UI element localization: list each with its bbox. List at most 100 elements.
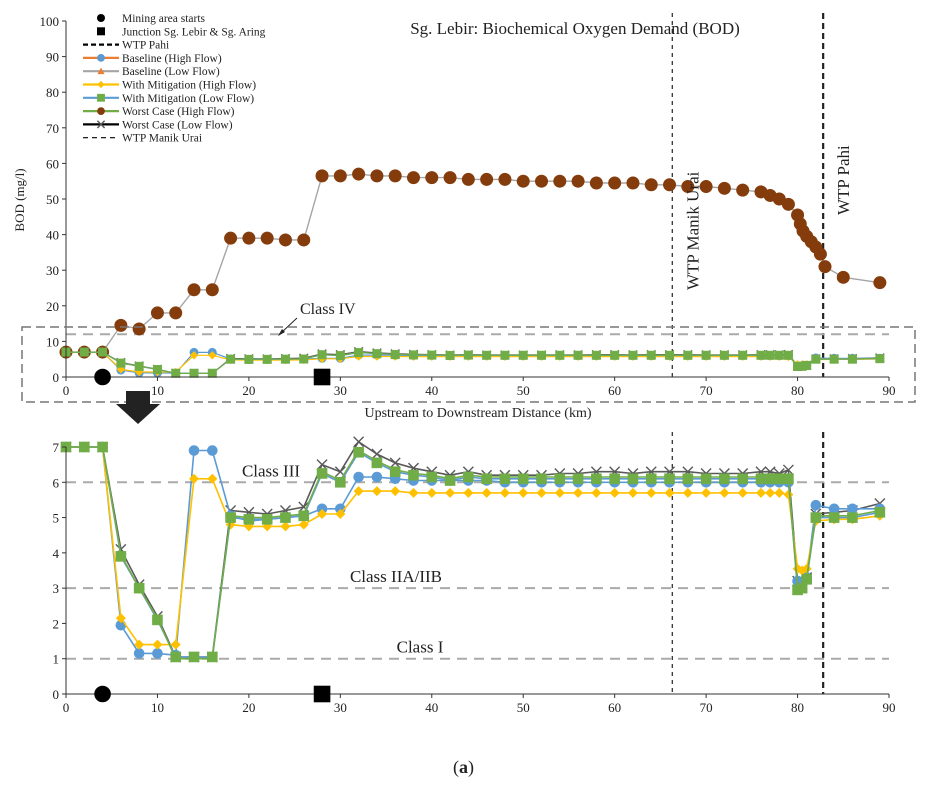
with-mitigation-high-flow-point xyxy=(499,487,510,498)
baseline-high-flow-point xyxy=(810,499,822,511)
legend-item-worst-case-low-flow: Worst Case (Low Flow) xyxy=(83,119,233,131)
legend-marker xyxy=(97,80,105,89)
worst-case-high-flow-point xyxy=(425,171,439,185)
worst-case-high-flow-series xyxy=(66,446,881,660)
with-mitigation-high-flow-point xyxy=(298,519,309,530)
y-tick-label: 0 xyxy=(53,687,60,702)
legend-label: WTP Pahi xyxy=(122,40,169,52)
with-mitigation-high-flow-point xyxy=(755,487,766,498)
y-axis-title: BOD (mg/l) xyxy=(12,168,27,231)
x-tick-label: 10 xyxy=(151,383,164,398)
legend-marker xyxy=(97,54,105,62)
with-mitigation-high-flow-point xyxy=(317,509,328,520)
worst-case-high-flow-point xyxy=(150,306,164,320)
with-mitigation-low-flow-point xyxy=(609,473,620,485)
x-tick-label: 90 xyxy=(883,383,896,398)
legend-item-with-mitigation-low-flow: With Mitigation (Low Flow) xyxy=(83,93,254,105)
x-tick-label: 40 xyxy=(425,383,438,398)
x-tick-label: 80 xyxy=(791,383,804,398)
with-mitigation-high-flow-point xyxy=(536,487,547,498)
with-mitigation-high-flow-point xyxy=(280,521,291,532)
y-tick-label: 40 xyxy=(46,228,59,243)
worst-case-high-flow-point xyxy=(498,172,512,186)
x-tick-label: 20 xyxy=(242,700,255,715)
with-mitigation-low-flow-point xyxy=(773,473,785,485)
x-tick-label: 70 xyxy=(700,383,713,398)
baseline-high-flow-point xyxy=(207,445,218,456)
with-mitigation-high-flow-point xyxy=(554,487,565,498)
x-tick-label: 0 xyxy=(63,383,70,398)
with-mitigation-high-flow-point xyxy=(719,487,730,498)
with-mitigation-high-flow-point xyxy=(591,487,602,498)
with-mitigation-low-flow-point xyxy=(243,514,255,525)
worst-case-high-flow-point xyxy=(260,231,274,245)
baseline-high-flow-point xyxy=(371,471,383,483)
legend-item-with-mitigation-high-flow: With Mitigation (High Flow) xyxy=(83,80,256,92)
top-wtp-labels: WTP Manik Urai WTP Pahi xyxy=(683,145,853,290)
worst-case-high-flow-point xyxy=(187,283,201,297)
y-tick-label: 5 xyxy=(53,511,60,526)
baseline-high-flow-point xyxy=(353,471,364,483)
worst-case-high-flow-point xyxy=(297,233,311,247)
worst-case-high-flow-line xyxy=(66,446,881,660)
with-mitigation-high-flow-point xyxy=(115,613,126,624)
with-mitigation-low-flow-point xyxy=(499,473,511,485)
with-mitigation-high-flow-point xyxy=(134,639,145,650)
with-mitigation-high-flow-point xyxy=(152,639,163,650)
y-tick-label: 6 xyxy=(53,475,60,490)
worst-case-low-flow-point xyxy=(389,457,401,469)
with-mitigation-low-flow-point xyxy=(536,473,547,485)
with-mitigation-low-flow-point xyxy=(298,510,310,522)
legend-label: With Mitigation (Low Flow) xyxy=(122,93,254,105)
worst-case-high-flow-point xyxy=(443,171,457,185)
bottom-series xyxy=(60,436,886,663)
y-tick-label: 50 xyxy=(46,192,59,207)
with-mitigation-low-flow-point xyxy=(572,473,584,485)
top-reference-markers xyxy=(94,368,331,386)
x-tick-label: 30 xyxy=(334,700,347,715)
caption-open: ( xyxy=(453,757,459,777)
worst-case-high-flow-point xyxy=(388,169,402,183)
worst-case-high-flow-point xyxy=(553,174,567,188)
y-tick-label: 0 xyxy=(53,370,60,385)
down-arrow-icon xyxy=(116,391,160,424)
baseline-high-flow-point xyxy=(133,648,145,659)
with-mitigation-high-flow-point xyxy=(481,487,492,498)
legend-item-mining-area-starts: Mining area starts xyxy=(97,13,206,25)
mining-area-starts-marker xyxy=(94,368,111,386)
with-mitigation-low-flow-point xyxy=(188,651,200,663)
x-tick-label: 30 xyxy=(334,383,347,398)
with-mitigation-high-flow-point xyxy=(426,487,437,498)
worst-case-high-flow-point xyxy=(114,318,128,332)
x-axis-title: Upstream to Downstream Distance (km) xyxy=(364,406,591,421)
bottom-class-labels: Class III Class IIA/IIB Class I xyxy=(242,461,444,656)
legend-label: Worst Case (High Flow) xyxy=(122,106,235,118)
worst-case-high-flow-top-line xyxy=(66,351,880,374)
worst-case-high-flow-point xyxy=(278,233,292,247)
legend-marker xyxy=(97,67,105,75)
baseline-high-flow-point xyxy=(847,503,858,515)
with-mitigation-high-flow-point xyxy=(682,487,693,498)
worst-case-high-flow-point xyxy=(626,176,640,190)
with-mitigation-high-flow-point xyxy=(189,473,200,484)
x-tick-label: 60 xyxy=(608,383,621,398)
legend-label: Baseline (Low Flow) xyxy=(122,66,220,78)
with-mitigation-low-flow-point xyxy=(389,466,401,478)
class-iii-label: Class III xyxy=(242,461,300,480)
legend-item-baseline-high-flow: Baseline (High Flow) xyxy=(83,53,222,65)
worst-case-high-flow-point xyxy=(836,270,850,284)
worst-case-high-flow-point xyxy=(352,167,366,181)
x-tick-label: 10 xyxy=(151,700,164,715)
worst-case-high-flow-point xyxy=(644,178,658,192)
with-mitigation-high-flow-point xyxy=(774,487,785,498)
top-axes: 0 10 20 30 40 50 60 70 80 90 0 10 20 30 40 50 60 70 80 90 10… xyxy=(40,14,896,398)
with-mitigation-high-flow-point xyxy=(627,487,638,498)
worst-case-high-flow-point xyxy=(242,231,256,245)
baseline-high-flow-point xyxy=(828,503,840,515)
with-mitigation-high-flow-top-point xyxy=(208,351,217,360)
baseline-high-flow-point xyxy=(188,445,200,456)
y-tick-label: 1 xyxy=(53,652,60,667)
worst-case-high-flow-point xyxy=(333,169,347,183)
y-tick-label: 30 xyxy=(46,263,59,278)
